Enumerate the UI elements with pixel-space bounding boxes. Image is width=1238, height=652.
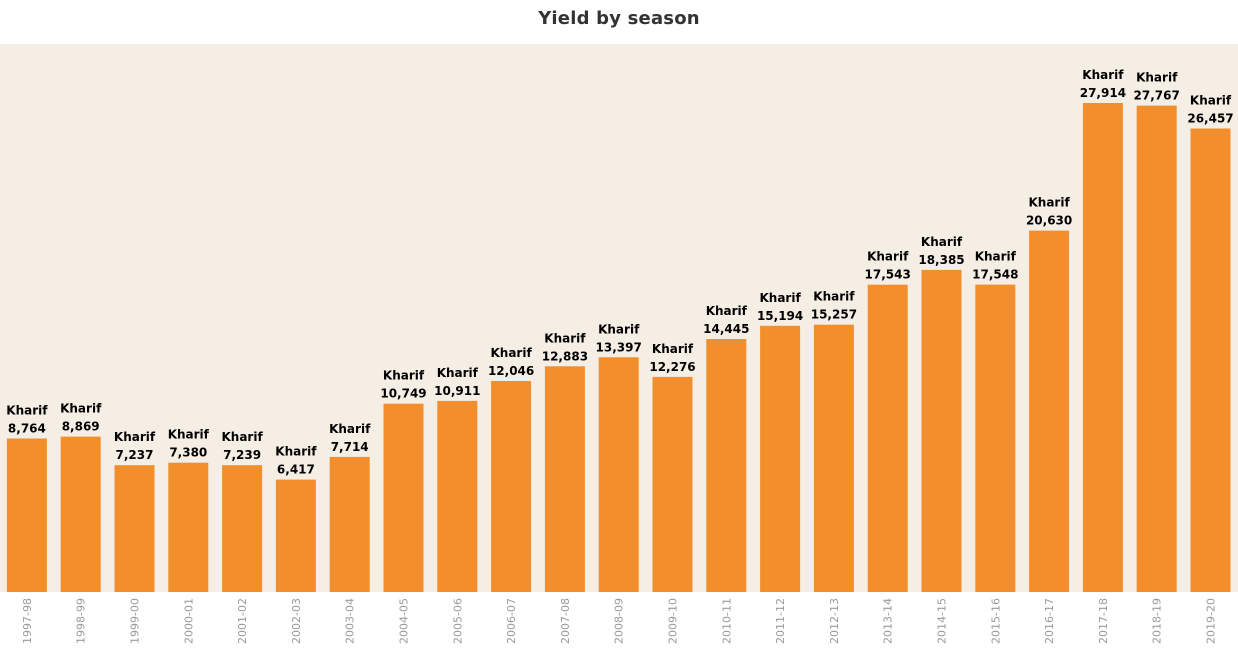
data-label-value: 14,445 xyxy=(703,322,749,336)
bar-2014-15 xyxy=(921,269,962,592)
data-label-series: Kharif xyxy=(867,250,909,264)
bar-2017-18 xyxy=(1082,103,1123,592)
data-label-series: Kharif xyxy=(329,422,371,436)
bar-2012-13 xyxy=(813,324,854,592)
data-label-series: Kharif xyxy=(975,250,1017,264)
data-label-value: 12,883 xyxy=(542,349,588,363)
data-label-series: Kharif xyxy=(921,235,963,249)
data-label-series: Kharif xyxy=(6,404,48,418)
data-label-value: 7,239 xyxy=(223,448,261,462)
x-tick-label: 2014-15 xyxy=(936,598,949,644)
data-label-series: Kharif xyxy=(652,342,694,356)
x-tick-label: 2015-16 xyxy=(989,598,1002,644)
x-tick-label: 2013-14 xyxy=(882,598,895,644)
x-tick-label: 2005-06 xyxy=(451,598,464,644)
data-label-series: Kharif xyxy=(221,430,263,444)
data-label-value: 7,237 xyxy=(116,448,154,462)
data-label-series: Kharif xyxy=(60,402,102,416)
data-label-series: Kharif xyxy=(1082,68,1124,82)
data-label-value: 6,417 xyxy=(277,463,315,477)
x-tick-label: 1998-99 xyxy=(75,598,88,644)
bar-1997-98 xyxy=(6,438,47,592)
x-tick-label: 2003-04 xyxy=(344,598,357,644)
x-tick-label: 2002-03 xyxy=(290,598,303,644)
x-tick-label: 2006-07 xyxy=(505,598,518,644)
x-tick-label: 2017-18 xyxy=(1097,598,1110,644)
x-axis-ticks: 1997-98 1998-99 1999-00 2000-01 2001-02 2002-… xyxy=(21,592,1218,652)
bar-2000-01 xyxy=(168,462,209,592)
data-label-value: 10,911 xyxy=(434,384,480,398)
data-label-series: Kharif xyxy=(437,366,479,380)
data-labels-group: Kharif 8,764 Kharif 8,869 Kharif 7,237 Kharif 7… xyxy=(6,68,1233,477)
data-label-series: Kharif xyxy=(1136,71,1178,85)
bar-2007-08 xyxy=(544,366,585,592)
data-label-series: Kharif xyxy=(706,304,748,318)
data-label-value: 27,914 xyxy=(1080,86,1126,100)
data-label-value: 17,548 xyxy=(972,268,1018,282)
bar-2008-09 xyxy=(598,357,639,592)
x-tick-label: 2004-05 xyxy=(398,598,411,644)
x-tick-label: 2007-08 xyxy=(559,598,572,644)
bar-2006-07 xyxy=(491,381,532,592)
x-tick-label: 2011-12 xyxy=(774,598,787,644)
data-label-series: Kharif xyxy=(275,445,317,459)
x-tick-label: 2008-09 xyxy=(613,598,626,644)
data-label-value: 12,046 xyxy=(488,364,534,378)
x-tick-label: 2009-10 xyxy=(667,598,680,644)
data-label-series: Kharif xyxy=(544,331,586,345)
x-tick-label: 2001-02 xyxy=(236,598,249,644)
data-label-value: 12,276 xyxy=(649,360,695,374)
bar-2005-06 xyxy=(437,400,478,592)
x-tick-label: 1999-00 xyxy=(129,598,142,644)
bar-2002-03 xyxy=(275,479,316,592)
x-tick-label: 2018-19 xyxy=(1151,598,1164,644)
x-tick-label: 2010-11 xyxy=(720,598,733,644)
x-tick-label: 2000-01 xyxy=(182,598,195,644)
data-label-series: Kharif xyxy=(759,291,801,305)
bar-2018-19 xyxy=(1136,105,1177,592)
bars-group xyxy=(6,103,1231,592)
bar-2010-11 xyxy=(706,339,747,592)
chart-title: Yield by season xyxy=(538,8,700,29)
data-label-value: 8,869 xyxy=(62,420,100,434)
x-tick-label: 1997-98 xyxy=(21,598,34,644)
data-label-value: 7,380 xyxy=(169,446,207,460)
bar-2009-10 xyxy=(652,376,693,592)
data-label-value: 15,194 xyxy=(757,309,803,323)
bar-1998-99 xyxy=(60,436,101,592)
data-label-value: 7,714 xyxy=(331,440,369,454)
data-label-series: Kharif xyxy=(490,346,532,360)
bar-1999-00 xyxy=(114,465,155,592)
data-label-series: Kharif xyxy=(813,290,855,304)
data-label-value: 26,457 xyxy=(1187,112,1233,126)
data-label-series: Kharif xyxy=(598,322,640,336)
x-tick-label: 2012-13 xyxy=(828,598,841,644)
data-label-series: Kharif xyxy=(1190,94,1232,108)
data-label-value: 27,767 xyxy=(1134,89,1180,103)
bar-2011-12 xyxy=(760,325,801,592)
data-label-value: 15,257 xyxy=(811,308,857,322)
data-label-value: 8,764 xyxy=(8,422,46,436)
data-label-value: 13,397 xyxy=(596,340,642,354)
data-label-series: Kharif xyxy=(1028,196,1070,210)
bar-2019-20 xyxy=(1190,128,1231,592)
data-label-series: Kharif xyxy=(114,430,156,444)
data-label-value: 20,630 xyxy=(1026,214,1072,228)
data-label-series: Kharif xyxy=(383,369,425,383)
bar-2001-02 xyxy=(222,465,263,592)
data-label-value: 17,543 xyxy=(865,268,911,282)
x-tick-label: 2016-17 xyxy=(1043,598,1056,644)
bar-2016-17 xyxy=(1029,230,1070,592)
data-label-series: Kharif xyxy=(168,428,210,442)
data-label-value: 10,749 xyxy=(380,387,426,401)
bar-2003-04 xyxy=(329,456,370,592)
x-tick-label: 2019-20 xyxy=(1205,598,1218,644)
bar-2015-16 xyxy=(975,284,1016,592)
data-label-value: 18,385 xyxy=(918,253,964,267)
bar-2013-14 xyxy=(867,284,908,592)
bar-2004-05 xyxy=(383,403,424,592)
